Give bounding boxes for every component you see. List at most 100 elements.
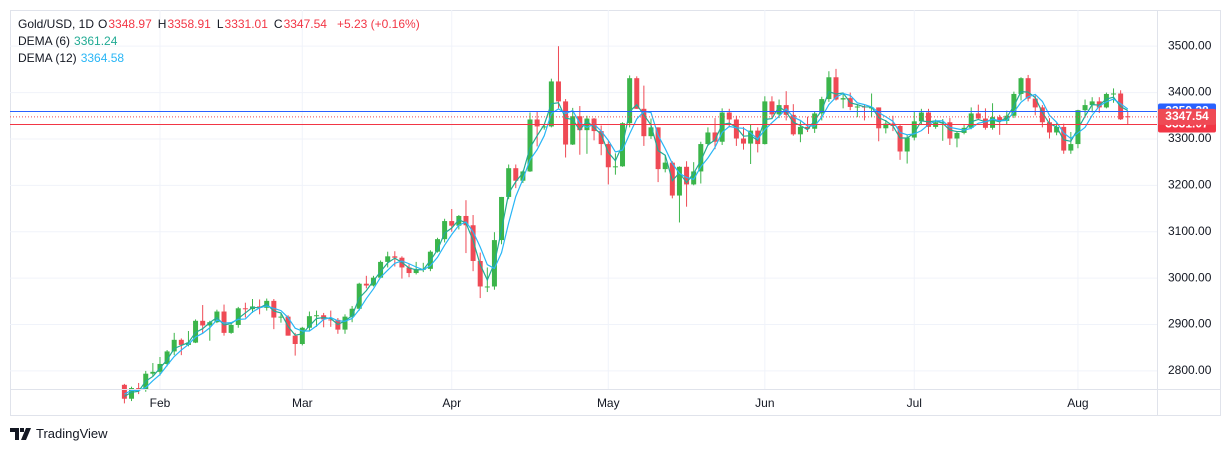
candle-body — [506, 168, 512, 197]
indicator-line — [124, 90, 1129, 397]
candle-body — [1032, 98, 1038, 108]
candle-body — [691, 171, 697, 185]
chart-frame — [10, 10, 1221, 416]
candle-body — [342, 316, 348, 330]
candle-body — [477, 260, 483, 287]
candle-body — [513, 168, 519, 181]
candle-body — [392, 256, 398, 258]
candle-body — [634, 78, 640, 109]
candle-body — [1125, 116, 1131, 118]
legend-entry: DEMA (6) 3361.24 — [18, 33, 121, 49]
candle-body — [121, 384, 127, 399]
candle-body — [833, 77, 839, 100]
candle-body — [563, 101, 569, 145]
candle-body — [627, 78, 633, 124]
x-tick-label: Apr — [442, 396, 461, 410]
candle-body — [385, 256, 391, 262]
candle-body — [883, 123, 889, 129]
candle-body — [378, 261, 384, 278]
candle-body — [990, 117, 996, 128]
brand-name: TradingView — [36, 426, 108, 441]
candle-body — [805, 126, 811, 129]
candle-body — [349, 308, 355, 317]
x-tick-label: Jul — [907, 396, 922, 410]
candle-body — [926, 112, 932, 127]
last-price-label: 3347.54 — [1165, 109, 1209, 123]
candle-body — [228, 324, 234, 333]
candle-body — [854, 106, 860, 108]
grid — [10, 10, 1157, 389]
candle-body — [918, 112, 924, 122]
candle-body — [278, 316, 284, 318]
candle-body — [299, 327, 305, 345]
ohlc-label: L — [216, 17, 224, 31]
candle-body — [150, 371, 156, 374]
y-tick-label: 3100.00 — [1168, 224, 1212, 238]
candle-body — [570, 116, 576, 145]
x-tick-label: May — [597, 396, 620, 410]
candle-body — [819, 99, 825, 114]
candle-body — [178, 339, 184, 345]
axes: 2800.00 2900.00 3000.00 3100.00 3200.00 3300.… — [150, 38, 1216, 410]
candle-body — [470, 225, 476, 261]
ohlc-label: H — [157, 17, 167, 31]
legend-value: 3364.58 — [80, 51, 125, 65]
ohlc-value: 3348.97 — [108, 17, 152, 31]
candle-body — [129, 388, 135, 399]
candle-body — [982, 118, 988, 128]
candle-body — [534, 119, 540, 127]
candle-body — [911, 121, 917, 138]
candle-body — [356, 283, 362, 309]
candle-body — [413, 269, 419, 274]
candle-body — [762, 101, 768, 145]
x-tick-label: Mar — [292, 396, 313, 410]
candle-body — [605, 144, 611, 168]
x-tick-label: Jun — [755, 396, 774, 410]
y-tick-label: 3300.00 — [1168, 131, 1212, 145]
candle-body — [292, 335, 298, 345]
plot-area — [10, 46, 1157, 404]
candle-body — [684, 166, 690, 185]
symbol[interactable]: Gold/USD, 1D — [18, 17, 95, 31]
ohlc-value: 3358.91 — [167, 17, 211, 31]
ohlc-value: 3347.54 — [283, 17, 327, 31]
candle-body — [1111, 93, 1117, 95]
candle-body — [484, 286, 490, 288]
candle-body — [840, 98, 846, 100]
legend-value: 3361.24 — [74, 34, 118, 48]
candle-body — [171, 339, 177, 352]
last-price-label-box — [1158, 108, 1216, 125]
brand-logo — [10, 427, 31, 440]
candle-body — [968, 113, 974, 128]
candle-body — [1018, 78, 1024, 94]
candle-body — [733, 119, 739, 139]
candle-body — [769, 101, 775, 115]
symbol-header: Gold/USD, 1D O3348.97 H3358.91 L3331.01 C334… — [18, 16, 424, 32]
candle-body — [1025, 78, 1031, 99]
brand[interactable]: TradingView — [10, 426, 108, 441]
legend-entry: DEMA (12) 3364.58 — [18, 50, 128, 66]
candle-body — [783, 105, 789, 115]
candle-body — [435, 239, 441, 252]
candle-body — [676, 166, 682, 196]
candle-body — [776, 105, 782, 115]
candle-body — [363, 283, 369, 286]
candle-body — [541, 126, 547, 128]
y-tick-label: 3200.00 — [1168, 178, 1212, 192]
candle-body — [499, 196, 505, 241]
candle-body — [193, 320, 199, 343]
x-tick-label: Feb — [150, 396, 171, 410]
ohlc-label: O — [98, 17, 108, 31]
candle-body — [1089, 101, 1095, 106]
candle-body — [904, 137, 910, 152]
y-tick-label: 3400.00 — [1168, 85, 1212, 99]
candle-body — [1075, 110, 1081, 145]
candle-body — [1004, 115, 1010, 121]
candle-body — [1103, 93, 1109, 108]
candle-body — [705, 132, 711, 145]
candle-body — [242, 308, 248, 310]
candle-body — [826, 77, 832, 100]
change: +5.23 (+0.16%) — [336, 17, 420, 31]
